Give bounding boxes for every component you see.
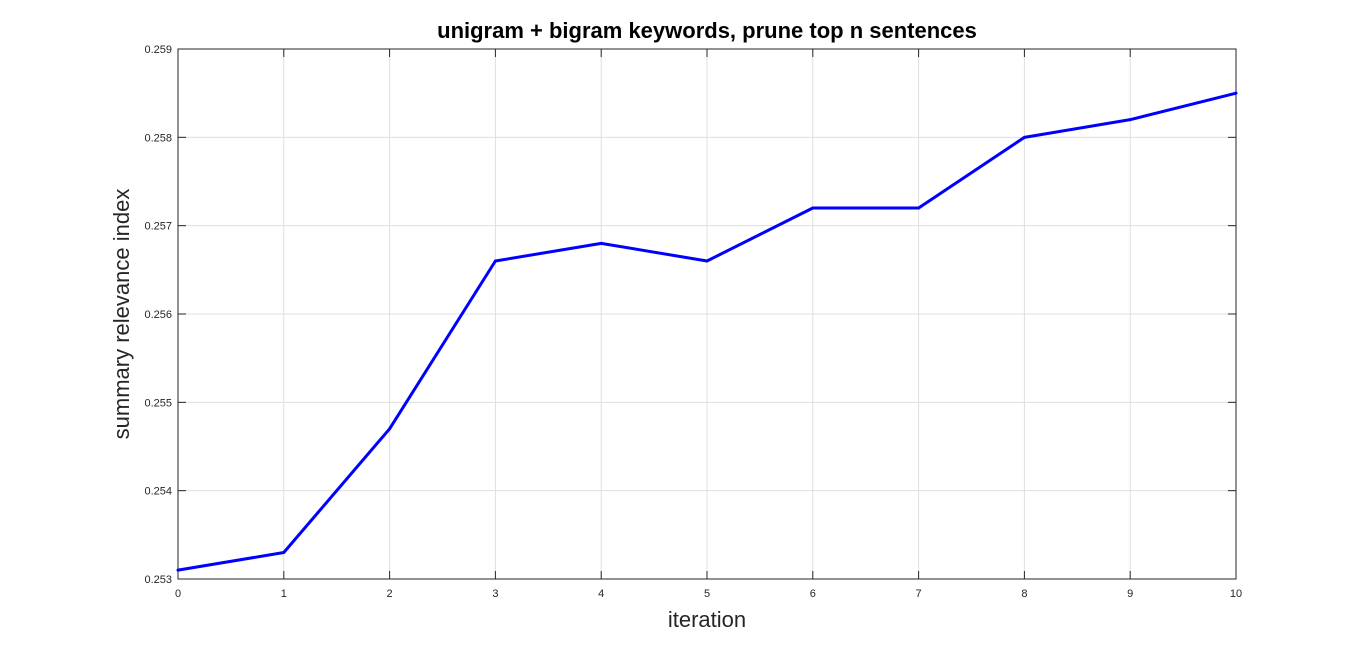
data-point — [917, 206, 921, 210]
data-point — [705, 259, 709, 263]
x-tick-label: 9 — [1127, 588, 1133, 600]
x-tick-label: 1 — [281, 588, 287, 600]
data-point — [599, 241, 603, 245]
data-point — [1234, 91, 1238, 95]
chart-title: unigram + bigram keywords, prune top n s… — [437, 18, 977, 43]
axis-ticks: 0 1 2 3 4 5 6 7 8 9 10 0.253 0.254 0.255 0.256 0.257 0.2… — [144, 44, 1242, 600]
y-tick-label: 0.255 — [144, 397, 172, 409]
data-point — [176, 568, 180, 572]
y-tick-label: 0.256 — [144, 309, 172, 321]
data-point — [1022, 135, 1026, 139]
x-axis-label: iteration — [668, 607, 746, 632]
x-tick-label: 10 — [1230, 588, 1242, 600]
y-axis-label: summary relevance index — [109, 189, 134, 440]
x-tick-label: 7 — [916, 588, 922, 600]
x-tick-label: 3 — [492, 588, 498, 600]
data-point — [811, 206, 815, 210]
x-tick-label: 8 — [1021, 588, 1027, 600]
y-tick-label: 0.258 — [144, 132, 172, 144]
data-point — [1128, 118, 1132, 122]
y-tick-label: 0.254 — [144, 486, 172, 498]
x-tick-label: 6 — [810, 588, 816, 600]
data-point — [388, 427, 392, 431]
y-tick-label: 0.259 — [144, 44, 172, 56]
data-point — [282, 551, 286, 554]
y-tick-label: 0.257 — [144, 221, 172, 233]
series-layer — [176, 91, 1238, 572]
x-tick-label: 5 — [704, 588, 710, 600]
x-tick-label: 4 — [598, 588, 604, 600]
data-point — [493, 259, 497, 263]
y-tick-label: 0.253 — [144, 574, 172, 586]
x-tick-label: 0 — [175, 588, 181, 600]
x-tick-label: 2 — [387, 588, 393, 600]
